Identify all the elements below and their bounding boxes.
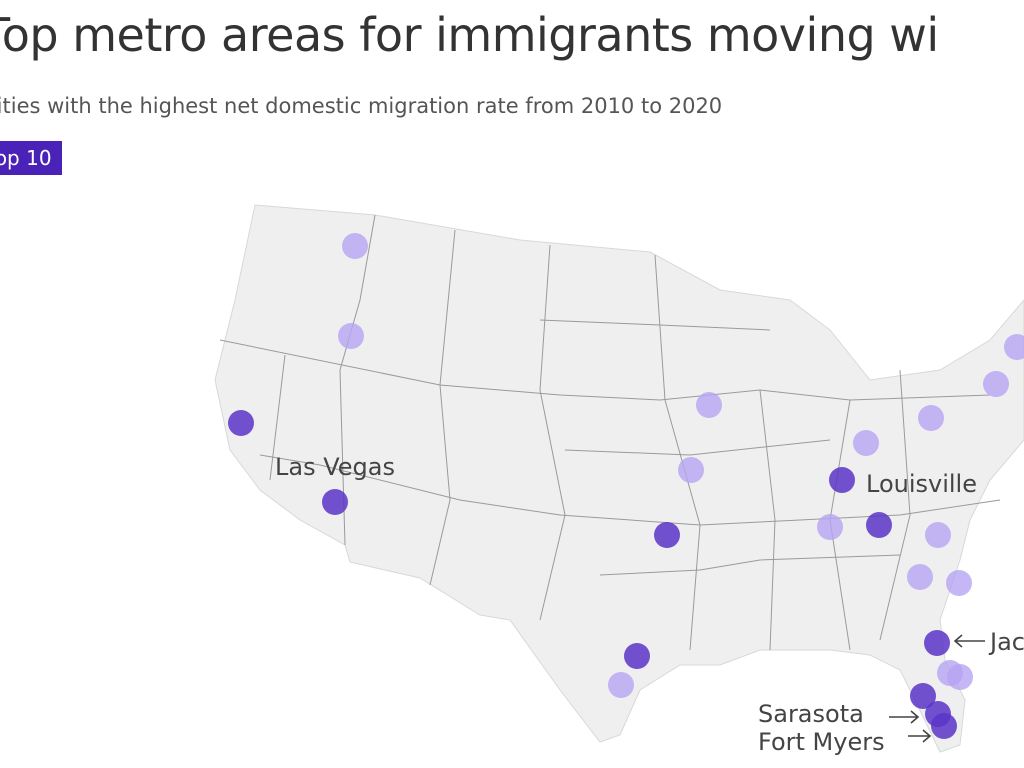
metro-dot-top10 bbox=[654, 522, 680, 548]
metro-dot bbox=[925, 522, 951, 548]
metro-dot-top10 bbox=[910, 683, 936, 709]
metro-dot bbox=[918, 405, 944, 431]
arrows bbox=[889, 634, 985, 743]
chart-subtitle: Cities with the highest net domestic mig… bbox=[0, 94, 723, 118]
metro-dot-top10 bbox=[931, 713, 957, 739]
legend-top10-badge: Top 10 bbox=[0, 141, 62, 175]
metro-dot bbox=[678, 457, 704, 483]
metro-dot bbox=[338, 323, 364, 349]
metro-dot bbox=[608, 672, 634, 698]
metro-dot bbox=[817, 514, 843, 540]
metro-dot-top10 bbox=[322, 489, 348, 515]
metro-dot bbox=[947, 664, 973, 690]
label-sarasota: Sarasota bbox=[758, 700, 864, 728]
label-las-vegas: Las Vegas bbox=[275, 453, 395, 481]
metro-dot-top10 bbox=[924, 630, 950, 656]
metro-dot bbox=[1004, 334, 1024, 360]
metro-dot bbox=[983, 371, 1009, 397]
arrow-fort-myers bbox=[908, 729, 932, 743]
metro-dot bbox=[342, 233, 368, 259]
label-fort-myers: Fort Myers bbox=[758, 728, 885, 756]
chart-title: Top metro areas for immigrants moving wi bbox=[0, 8, 939, 62]
metro-dot bbox=[946, 570, 972, 596]
metro-dot-top10 bbox=[228, 410, 254, 436]
metro-dot-top10 bbox=[829, 467, 855, 493]
metro-dot bbox=[696, 392, 722, 418]
metro-dot bbox=[907, 564, 933, 590]
us-outline bbox=[214, 204, 1024, 753]
label-jacksonville: Jacksonville bbox=[988, 628, 1024, 656]
metro-dot bbox=[853, 430, 879, 456]
label-louisville: Louisville bbox=[866, 470, 977, 498]
arrow-jacksonville bbox=[953, 634, 985, 648]
metro-dot-top10 bbox=[866, 512, 892, 538]
arrow-sarasota bbox=[889, 710, 920, 724]
metro-dot-top10 bbox=[624, 643, 650, 669]
